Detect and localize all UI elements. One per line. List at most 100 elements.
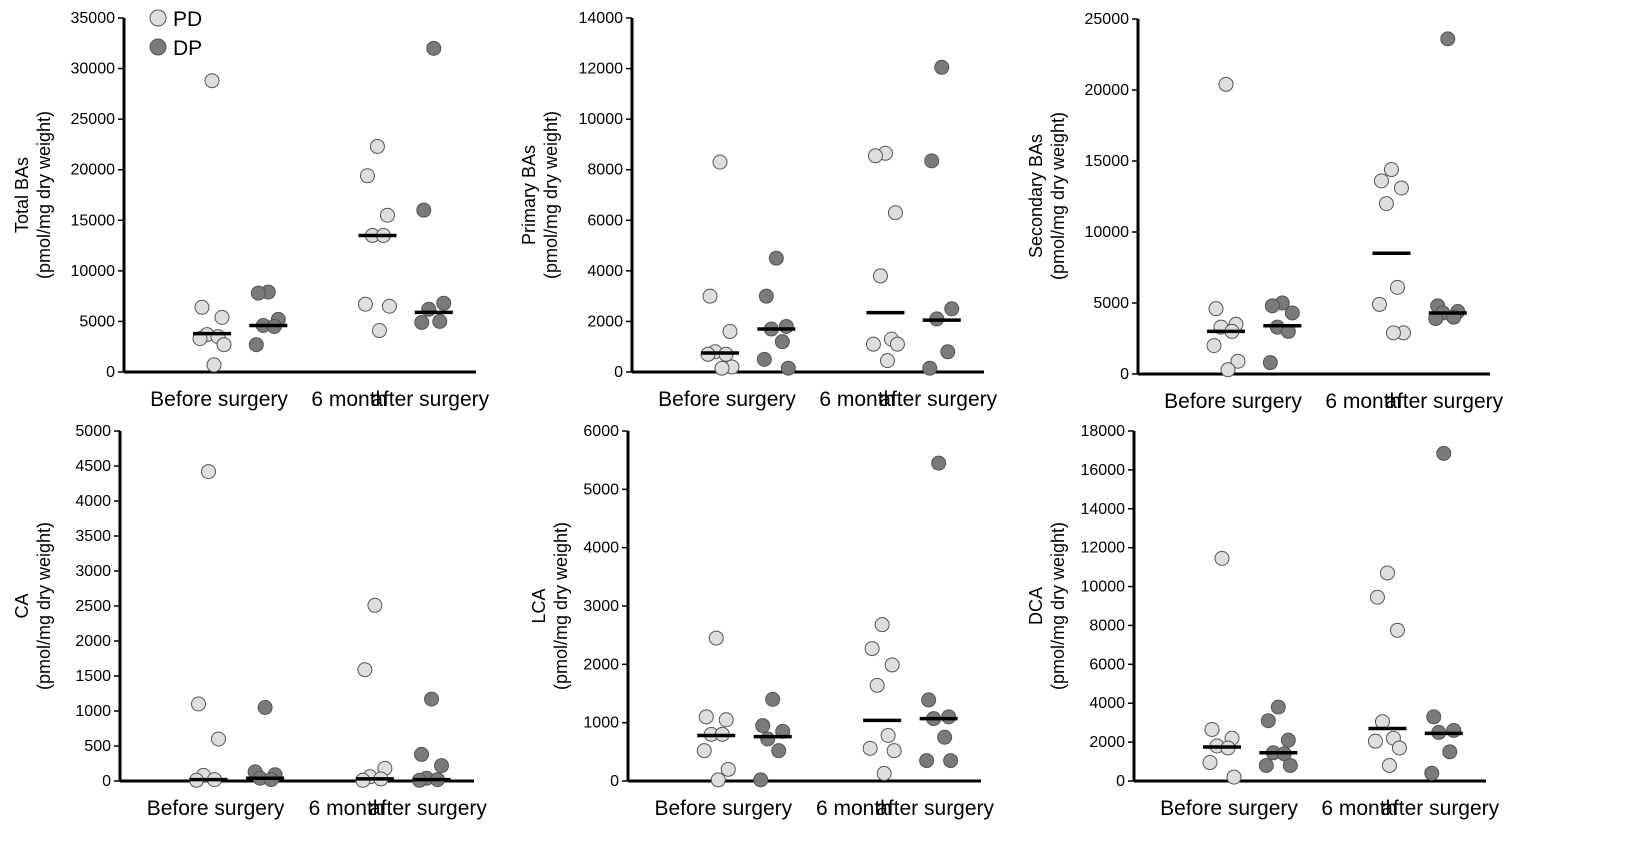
data-point-dp [924,153,940,169]
data-point-dp [426,40,442,56]
y-axis-label-line: (pmol/mg dry weight) [551,522,571,690]
data-point-pd [884,657,900,673]
data-point-pd [216,337,232,353]
data-point-pd [371,323,387,339]
x-category-label: after surgery [876,797,994,820]
data-point-pd [1214,550,1230,566]
x-category-label: Before surgery [654,797,792,820]
data-point-pd [206,357,222,373]
data-point-dp [248,337,264,353]
data-point-dp [931,455,947,471]
y-tick-label: 1000 [75,703,111,720]
y-axis-label: CA (pmol/mg dry weight) [12,522,54,690]
legend-label-dp: DP [173,37,202,60]
chart-panel-3: 0 5000 10000 15000 20000 25000 Secondary BAs (p… [1026,11,1504,413]
data-point-pd [874,617,890,633]
y-tick-label: 6000 [1089,656,1125,673]
x-category-label: 6 month [816,797,892,820]
y-tick-label: 25000 [1085,11,1130,28]
data-point-pd [872,268,888,284]
data-point-pd [1367,733,1383,749]
y-tick-label: 12000 [1081,540,1126,557]
x-category-label: after surgery [879,388,997,411]
data-point-pd [1379,565,1395,581]
data-point-pd [867,148,883,164]
chart-panel-6: 0 2000 4000 6000 8000 10000 12000 14000 16000 180… [1026,423,1500,820]
data-point-dp [434,758,450,774]
y-tick-label: 14000 [1081,501,1126,518]
y-axis-label-line: DCA [1026,587,1046,625]
y-tick-label: 3500 [75,528,111,545]
data-point-pd [369,138,385,154]
data-point-dp [756,351,772,367]
x-category-label: 6 month [309,797,385,820]
data-point-dp [436,295,452,311]
data-point-pd [214,309,230,325]
data-point-dp [1258,757,1274,773]
data-point-pd [1230,353,1246,369]
data-point-dp [922,360,938,376]
data-point-pd [1378,196,1394,212]
data-point-dp [1280,732,1296,748]
data-point-pd [1381,757,1397,773]
y-tick-label: 2000 [75,633,111,650]
y-tick-label: 4000 [583,540,619,557]
data-point-dp [414,314,430,330]
x-category-label: 6 month [1321,797,1397,820]
data-point-pd [367,597,383,613]
data-point-dp [760,731,776,747]
data-point-dp [1440,31,1456,47]
y-tick-label: 15000 [1085,153,1130,170]
data-point-pd [864,641,880,657]
y-axis-label-line: Primary BAs [519,145,539,245]
y-axis-label-line: Total BAs [12,157,32,233]
data-point-pd [194,299,210,315]
data-point-dp [753,772,769,788]
data-point-pd [1389,622,1405,638]
chart-panel-4: 0 500 1000 1500 2000 2500 3000 3500 4000 4500 5000… [12,423,487,820]
data-point-pd [359,168,375,184]
y-axis-label-line: Secondary BAs [1026,134,1046,258]
data-point-pd [379,207,395,223]
y-tick-label: 2000 [583,656,619,673]
data-point-dp [1282,757,1298,773]
y-tick-label: 8000 [1089,617,1125,634]
y-tick-label: 15000 [71,212,116,229]
y-tick-label: 2500 [75,598,111,615]
data-point-pd [722,324,738,340]
y-axis-label: Total BAs (pmol/mg dry weight) [12,111,54,279]
legend-marker-pd [149,9,167,27]
y-tick-label: 0 [1116,773,1125,790]
data-point-pd [880,728,896,743]
y-tick-label: 10000 [579,111,624,128]
data-point-pd [1218,76,1234,92]
y-axis-label-line: CA [12,593,32,618]
data-point-pd [1393,180,1409,196]
data-point-dp [424,691,440,707]
data-point-pd [211,731,226,747]
data-point-pd [869,677,885,693]
data-point-pd [702,288,718,304]
y-tick-label: 0 [1120,366,1129,383]
x-category-label: 6 month [819,388,895,411]
y-tick-label: 1000 [583,715,619,732]
data-point-dp [1436,445,1452,461]
data-point-pd [381,298,397,314]
data-point-dp [1426,709,1442,725]
y-axis-label: LCA (pmol/mg dry weight) [529,522,571,690]
y-tick-label: 6000 [583,423,619,440]
data-point-dp [250,285,266,301]
y-tick-label: 35000 [71,10,116,27]
data-point-pd [1226,769,1242,785]
data-point-dp [780,360,796,376]
data-point-pd [718,712,734,728]
data-point-dp [755,718,771,734]
y-tick-label: 16000 [1081,462,1126,479]
data-point-pd [865,336,881,352]
data-point-pd [698,709,714,725]
y-tick-label: 2000 [587,313,623,330]
data-point-dp [416,202,432,218]
x-category-label: Before surgery [147,797,285,820]
y-tick-label: 5000 [79,313,115,330]
legend: PD DP [149,8,202,60]
